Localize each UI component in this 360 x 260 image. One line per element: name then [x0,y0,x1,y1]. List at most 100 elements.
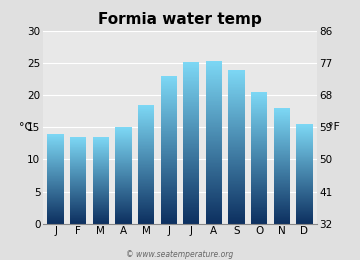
Bar [138,194,154,195]
Bar [183,128,199,129]
Bar [183,213,199,214]
Bar [93,147,109,148]
Bar [115,208,132,209]
Bar [183,210,199,211]
Bar [70,200,86,201]
Bar [161,94,177,95]
Bar [296,208,312,209]
Bar [48,183,64,184]
Bar [183,168,199,169]
Bar [183,152,199,153]
Bar [274,127,290,128]
Bar [274,173,290,174]
Bar [138,125,154,126]
Bar [183,132,199,133]
Bar [206,74,222,75]
Bar [228,223,245,224]
Bar [138,116,154,117]
Bar [183,214,199,215]
Bar [138,181,154,182]
Bar [251,216,267,217]
Bar [274,184,290,185]
Bar [206,126,222,127]
Bar [274,126,290,127]
Bar [274,111,290,112]
Bar [251,92,267,93]
Bar [251,200,267,201]
Bar [183,103,199,104]
Bar [70,186,86,187]
Bar [183,69,199,70]
Bar [228,141,245,142]
Bar [138,162,154,163]
Bar [93,164,109,165]
Bar [138,171,154,172]
Bar [274,180,290,181]
Bar [274,129,290,130]
Bar [183,209,199,210]
Bar [274,136,290,137]
Bar [206,61,222,62]
Bar [206,62,222,63]
Bar [251,164,267,165]
Bar [206,117,222,118]
Bar [183,107,199,108]
Bar [48,179,64,180]
Bar [251,156,267,157]
Bar [206,63,222,64]
Bar [251,177,267,178]
Bar [228,198,245,199]
Bar [296,162,312,163]
Bar [296,145,312,146]
Bar [93,206,109,207]
Bar [138,118,154,119]
Bar [48,163,64,164]
Bar [206,82,222,83]
Bar [183,197,199,198]
Bar [183,141,199,142]
Bar [138,223,154,224]
Bar [138,219,154,220]
Bar [183,86,199,87]
Bar [274,150,290,151]
Bar [206,70,222,71]
Bar [251,130,267,131]
Bar [70,175,86,176]
Bar [251,159,267,160]
Bar [251,218,267,219]
Bar [161,119,177,120]
Bar [161,174,177,175]
Bar [70,158,86,159]
Bar [138,144,154,145]
Bar [138,135,154,136]
Bar [161,83,177,84]
Bar [183,117,199,118]
Bar [161,197,177,198]
Bar [251,154,267,155]
Bar [251,115,267,116]
Bar [251,95,267,96]
Bar [206,159,222,160]
Bar [48,191,64,192]
Bar [115,219,132,220]
Bar [183,171,199,172]
Bar [251,142,267,143]
Bar [48,168,64,169]
Bar [70,222,86,223]
Bar [161,211,177,212]
Bar [206,102,222,103]
Bar [228,114,245,115]
Bar [70,157,86,158]
Bar [228,136,245,137]
Bar [138,161,154,162]
Bar [251,222,267,223]
Bar [296,191,312,192]
Bar [93,184,109,185]
Bar [274,214,290,215]
Bar [206,156,222,157]
Bar [296,128,312,129]
Bar [228,220,245,221]
Bar [93,144,109,145]
Bar [183,174,199,175]
Bar [228,123,245,124]
